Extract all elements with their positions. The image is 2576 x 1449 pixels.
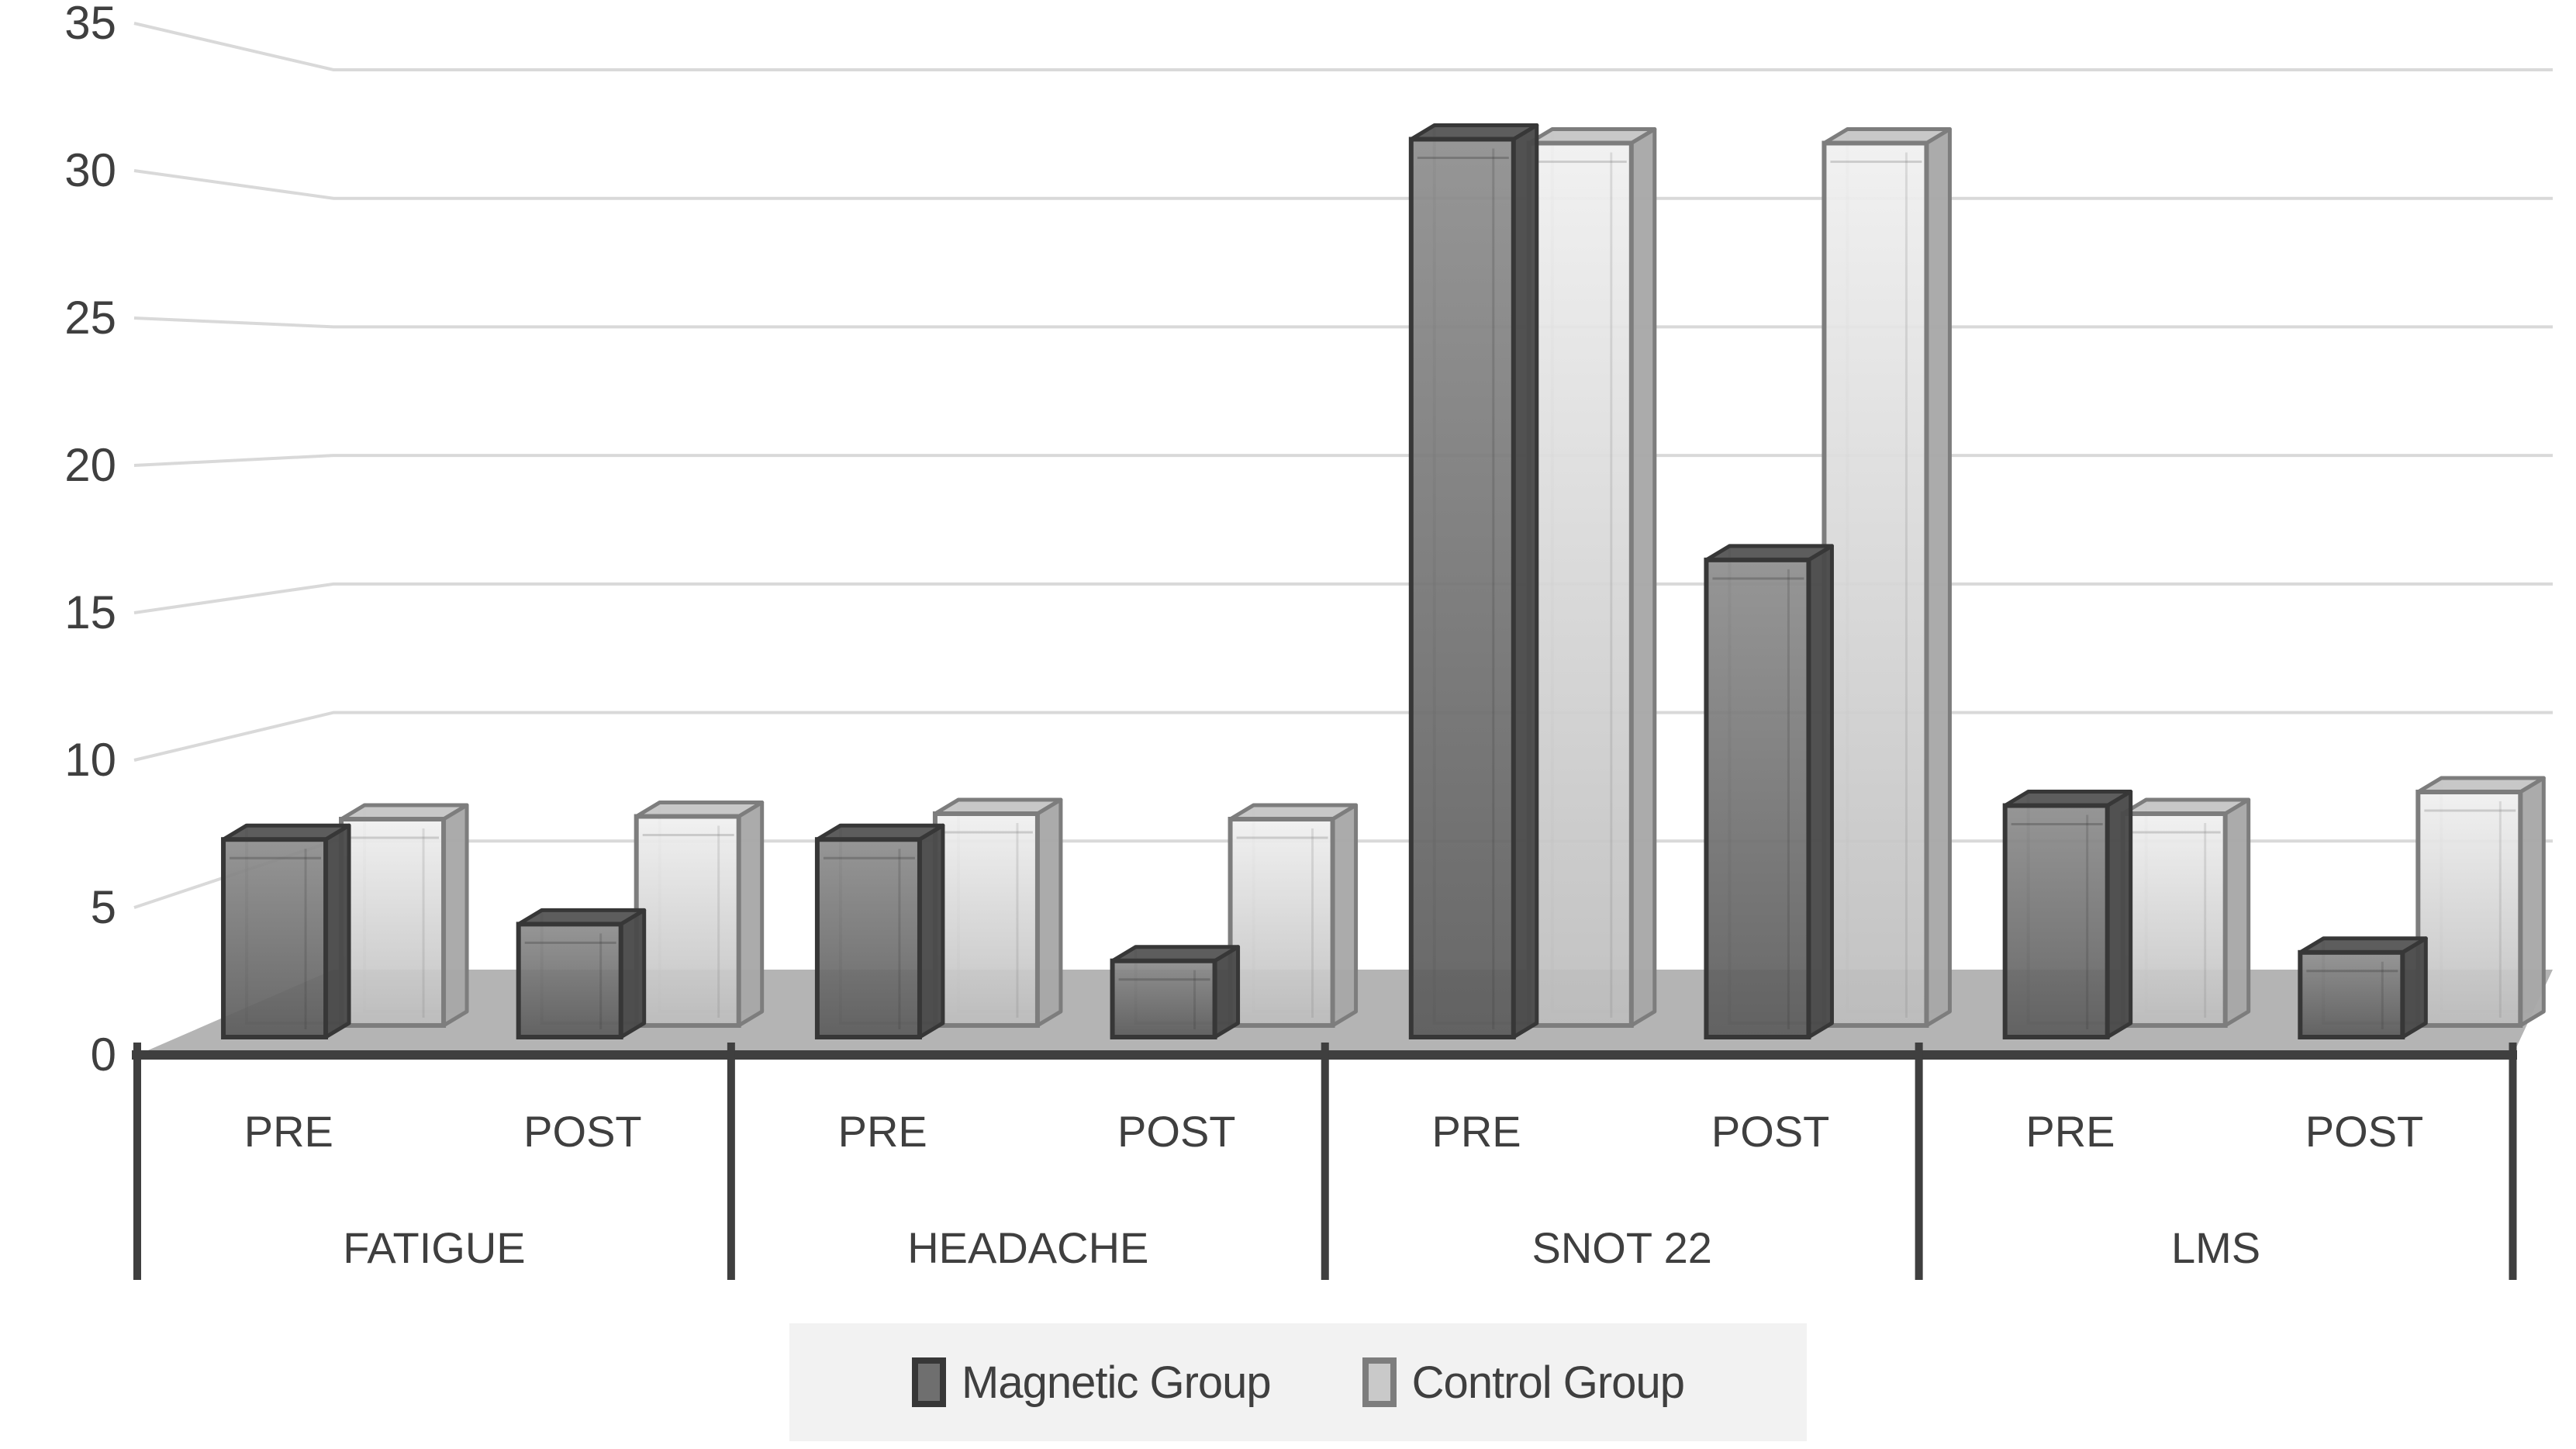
magnetic-series-swatch-icon	[912, 1357, 947, 1407]
gridline	[133, 316, 2553, 329]
bar-magnetic-HEADACHE-POST	[1110, 945, 1241, 1039]
bar-magnetic-FATIGUE-PRE	[221, 823, 351, 1039]
bar-control-HEADACHE-POST	[1228, 803, 1359, 1028]
bar-magnetic-SNOT 22-PRE	[1408, 123, 1539, 1040]
x-group-label-FATIGUE: FATIGUE	[343, 1223, 525, 1272]
bar-control-LMS-PRE	[2120, 797, 2251, 1028]
bar-control-LMS-POST	[2415, 776, 2546, 1028]
bar-magnetic-LMS-PRE	[2002, 790, 2133, 1040]
gridline	[133, 22, 2553, 71]
y-tick-label: 10	[64, 734, 116, 786]
x-label-LMS-PRE: PRE	[2025, 1107, 2115, 1156]
y-tick-label: 15	[64, 586, 116, 638]
bar-magnetic-LMS-POST	[2298, 936, 2428, 1040]
x-label-SNOT 22-POST: POST	[1711, 1107, 1829, 1156]
bar-magnetic-FATIGUE-POST	[516, 908, 647, 1040]
control-series-swatch-icon	[1362, 1357, 1397, 1407]
gridline	[133, 454, 2553, 467]
legend: Magnetic Group Control Group	[789, 1323, 1807, 1441]
y-tick-label: 0	[91, 1029, 116, 1081]
x-group-label-HEADACHE: HEADACHE	[907, 1223, 1148, 1272]
y-tick-label: 35	[64, 0, 116, 49]
legend-item-magnetic: Magnetic Group	[912, 1357, 1272, 1409]
legend-label-control: Control Group	[1411, 1357, 1685, 1408]
x-label-FATIGUE-PRE: PRE	[244, 1107, 333, 1156]
bar-control-FATIGUE-POST	[634, 801, 765, 1028]
y-tick-label: 25	[64, 292, 116, 344]
y-tick-label: 20	[64, 439, 116, 491]
gridline	[133, 169, 2553, 200]
x-label-HEADACHE-PRE: PRE	[838, 1107, 927, 1156]
legend-label-magnetic: Magnetic Group	[962, 1357, 1272, 1408]
bar-control-HEADACHE-PRE	[932, 797, 1063, 1028]
x-label-LMS-POST: POST	[2305, 1107, 2423, 1156]
gridline	[133, 582, 2553, 614]
bar-control-FATIGUE-PRE	[339, 803, 469, 1028]
x-group-label-SNOT 22: SNOT 22	[1531, 1223, 1711, 1272]
bar-control-SNOT 22-POST	[1822, 127, 1952, 1028]
bar-magnetic-HEADACHE-PRE	[814, 823, 945, 1039]
bar-magnetic-SNOT 22-POST	[1704, 544, 1834, 1039]
x-group-label-LMS: LMS	[2171, 1223, 2260, 1272]
y-tick-label: 30	[64, 144, 116, 196]
x-label-HEADACHE-POST: POST	[1117, 1107, 1235, 1156]
legend-item-control: Control Group	[1362, 1357, 1685, 1409]
gridline	[133, 711, 2553, 762]
y-tick-label: 5	[91, 881, 116, 933]
x-label-FATIGUE-POST: POST	[523, 1107, 641, 1156]
x-label-SNOT 22-PRE: PRE	[1431, 1107, 1521, 1156]
bar-control-SNOT 22-PRE	[1526, 127, 1657, 1028]
